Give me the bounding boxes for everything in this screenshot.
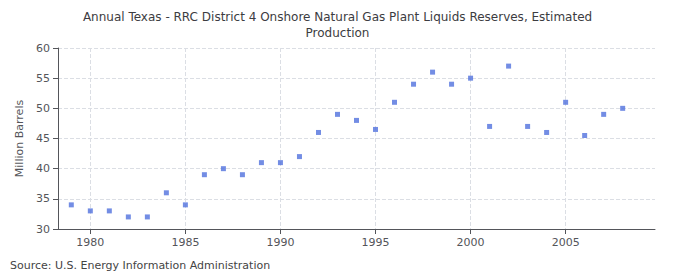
svg-text:55: 55 bbox=[36, 72, 50, 85]
svg-text:Annual Texas - RRC District 4: Annual Texas - RRC District 4 Onshore Na… bbox=[83, 10, 592, 24]
svg-text:2000: 2000 bbox=[457, 236, 485, 249]
svg-text:Production: Production bbox=[306, 26, 370, 40]
svg-text:1980: 1980 bbox=[76, 236, 104, 249]
svg-text:30: 30 bbox=[36, 223, 50, 236]
svg-text:1990: 1990 bbox=[266, 236, 294, 249]
svg-text:50: 50 bbox=[36, 102, 50, 115]
svg-text:35: 35 bbox=[36, 192, 50, 205]
svg-text:Million Barrels: Million Barrels bbox=[13, 100, 26, 178]
svg-text:45: 45 bbox=[36, 132, 50, 145]
svg-text:1985: 1985 bbox=[171, 236, 199, 249]
svg-text:60: 60 bbox=[36, 42, 50, 55]
svg-text:2005: 2005 bbox=[552, 236, 580, 249]
svg-text:Source: U.S. Energy Informatio: Source: U.S. Energy Information Administ… bbox=[10, 259, 270, 272]
svg-text:40: 40 bbox=[36, 162, 50, 175]
svg-text:1995: 1995 bbox=[362, 236, 390, 249]
